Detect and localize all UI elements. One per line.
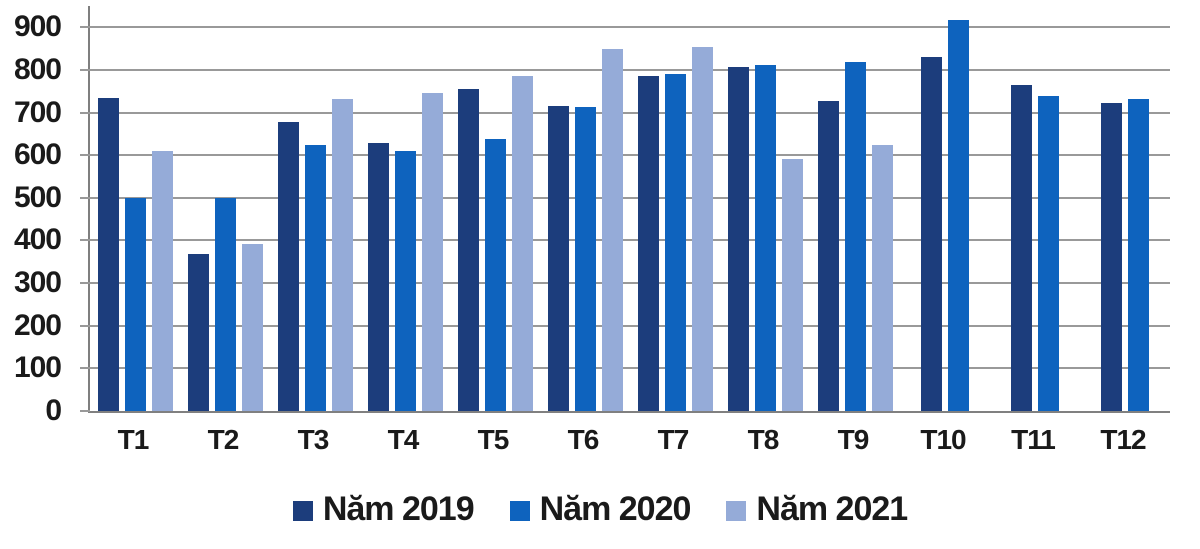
bar — [457, 89, 479, 411]
bar-group — [990, 6, 1080, 411]
legend-item: Năm 2020 — [509, 490, 692, 528]
bar-group — [630, 6, 720, 411]
gridline — [80, 26, 1170, 29]
gridline — [80, 367, 1170, 370]
bar — [871, 144, 893, 411]
x-axis-tick-label: T4 — [387, 424, 420, 455]
bar — [574, 107, 596, 411]
legend-swatch-icon — [292, 501, 313, 521]
bar-group — [180, 6, 270, 411]
bar — [948, 20, 969, 411]
gridline — [80, 282, 1170, 285]
bar-group — [540, 6, 630, 411]
bar — [277, 121, 299, 411]
gridline — [80, 154, 1170, 157]
legend: Năm 2019 Năm 2020 Năm 2021 — [0, 492, 1200, 526]
y-axis-tick-label: 500 — [13, 180, 62, 214]
y-axis-tick-label: 100 — [13, 351, 62, 385]
y-axis-tick-label: 200 — [13, 308, 62, 342]
bar — [187, 254, 209, 411]
bar-group — [90, 6, 180, 411]
legend-label: Năm 2019 — [322, 490, 475, 528]
gridline — [80, 239, 1170, 242]
bar — [331, 99, 353, 411]
bar-group — [1080, 6, 1170, 411]
bar-group — [720, 6, 810, 411]
x-axis-tick-label: T6 — [567, 424, 600, 455]
bar — [547, 105, 569, 411]
bar — [754, 65, 776, 411]
y-axis-tick — [80, 410, 90, 412]
x-axis-tick-label: T8 — [747, 424, 780, 455]
bar — [151, 150, 173, 411]
bar — [664, 73, 686, 411]
legend-swatch-icon — [509, 501, 530, 521]
y-axis-tick-label: 300 — [13, 266, 62, 300]
bar — [817, 101, 839, 411]
bar-group — [450, 6, 540, 411]
y-axis-tick-label: 600 — [13, 138, 62, 172]
gridline — [80, 196, 1170, 199]
bar — [637, 75, 659, 411]
bar — [727, 66, 749, 411]
x-axis: T1 T2 T3 T4 T5 T6 T7 T8 T9 T10 T11 T12 — [88, 423, 1168, 457]
bar — [691, 47, 713, 411]
x-axis-tick-label: T2 — [207, 424, 240, 455]
y-axis-tick-label: 800 — [13, 52, 62, 86]
x-axis-tick-label: T5 — [477, 424, 510, 455]
bar — [97, 97, 119, 411]
x-axis-tick-label: T7 — [657, 424, 690, 455]
bar — [844, 62, 866, 411]
x-axis-tick-label: T10 — [920, 424, 966, 455]
gridline — [80, 68, 1170, 71]
y-axis-tick-label: 700 — [13, 95, 62, 129]
bar — [484, 139, 506, 411]
bar — [421, 93, 443, 411]
bar — [921, 56, 942, 411]
legend-item: Năm 2019 — [292, 490, 475, 528]
y-axis-tick-label: 900 — [13, 10, 62, 44]
bar — [1128, 99, 1149, 411]
bar — [511, 75, 533, 411]
bar-group — [360, 6, 450, 411]
bars-container — [90, 6, 1170, 411]
bar — [394, 150, 416, 411]
y-axis-tick-label: 0 — [45, 394, 62, 427]
bar — [367, 142, 389, 411]
y-axis-tick-label: 400 — [13, 223, 62, 257]
legend-item: Năm 2021 — [726, 490, 908, 528]
gridline — [80, 324, 1170, 327]
bar — [1011, 85, 1032, 411]
bar — [1038, 96, 1059, 411]
bar — [601, 49, 623, 411]
bar — [1101, 102, 1122, 411]
bar-group — [900, 6, 990, 411]
bar — [124, 197, 146, 411]
bar — [781, 158, 803, 411]
bar-group — [810, 6, 900, 411]
bar — [241, 243, 263, 411]
x-axis-tick-label: T9 — [837, 424, 870, 455]
legend-swatch-icon — [726, 501, 747, 521]
legend-label: Năm 2021 — [756, 490, 908, 528]
plot-area: 0 100 200 300 400 500 600 700 800 900 — [14, 6, 1170, 426]
x-axis-tick-label: T3 — [297, 424, 330, 455]
x-axis-tick-label: T12 — [1100, 424, 1146, 455]
gridline — [80, 111, 1170, 114]
bar — [214, 197, 236, 411]
bar — [304, 144, 326, 411]
legend-label: Năm 2020 — [539, 490, 692, 528]
x-axis-tick-label: T11 — [1011, 424, 1056, 455]
bar-group — [270, 6, 360, 411]
x-axis-tick-label: T1 — [117, 424, 150, 455]
